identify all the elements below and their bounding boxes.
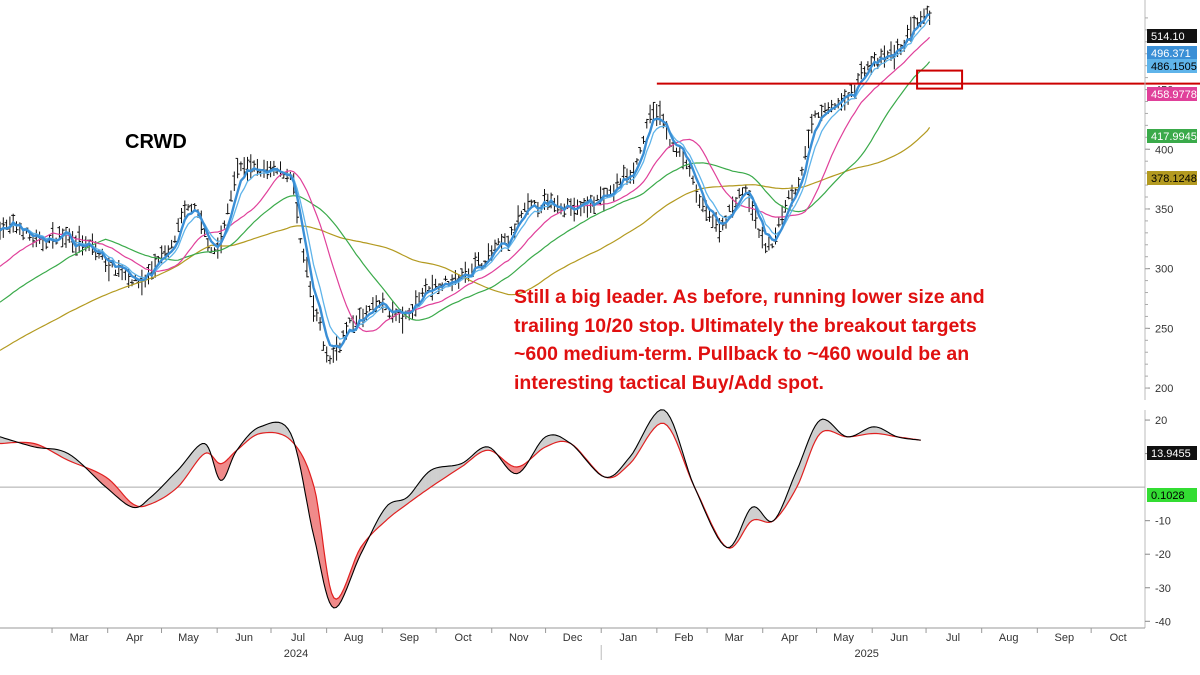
month-label: Sep <box>399 632 419 644</box>
year-label: 2025 <box>854 648 878 660</box>
month-label: Jan <box>619 632 637 644</box>
last-price-badge: 514.10 <box>1147 29 1197 43</box>
price-tick-label: 300 <box>1155 264 1173 276</box>
ma100-line <box>0 61 931 321</box>
svg-text:0.1028: 0.1028 <box>1151 490 1185 502</box>
ma50-badge: 458.9778 <box>1147 87 1197 101</box>
oscillator-fill-segment <box>278 421 283 435</box>
month-label: Oct <box>455 632 472 644</box>
svg-text:458.9778: 458.9778 <box>1151 89 1197 101</box>
oscillator-fill-segment <box>873 426 877 434</box>
month-label: Dec <box>563 632 583 644</box>
analysis-annotation: Still a big leader. As before, running l… <box>514 286 985 394</box>
ticker-label: CRWD <box>125 131 187 153</box>
oscillator-slow-line <box>0 422 921 600</box>
oscillator-fill-segment <box>751 506 755 522</box>
oscillator-fast-line <box>0 409 921 609</box>
svg-text:417.9945: 417.9945 <box>1151 131 1197 143</box>
month-label: Mar <box>725 632 744 644</box>
month-label: Apr <box>126 632 143 644</box>
oscillator-panel <box>0 409 1145 609</box>
ma10-badge: 496.371 <box>1147 46 1197 60</box>
value-badges: 514.10 496.371 486.1505 458.9778 417.994… <box>1147 29 1197 502</box>
oscillator-fill-segment <box>822 418 826 432</box>
price-tick-label: 400 <box>1155 144 1173 156</box>
osc-fast-badge: 13.9455 <box>1147 446 1197 460</box>
x-axis: Mar Apr May Jun Jul Aug Sep Oct Nov Dec Jan Feb Mar A… <box>51 628 1127 660</box>
oscillator-fill-segment <box>275 421 279 434</box>
oscillator-fill-segment <box>272 421 276 434</box>
svg-text:486.1505: 486.1505 <box>1151 61 1197 73</box>
osc-slow-badge: 0.1028 <box>1147 488 1197 502</box>
svg-text:13.9455: 13.9455 <box>1151 448 1191 460</box>
oscillator-fill-segment <box>427 469 431 490</box>
month-label: Mar <box>70 632 89 644</box>
month-label: Aug <box>999 632 1019 644</box>
osc-tick-label: -30 <box>1155 583 1171 595</box>
oscillator-fill-segment <box>754 506 757 521</box>
oscillator-fill-segment <box>871 426 875 434</box>
oscillator-fill-segment <box>660 409 665 424</box>
pullback-zone-box <box>916 69 964 90</box>
month-label: Apr <box>781 632 798 644</box>
month-label: Jul <box>946 632 960 644</box>
oscillator-fill-segment <box>545 435 549 448</box>
month-label: May <box>833 632 854 644</box>
price-tick-label: 250 <box>1155 323 1173 335</box>
osc-tick-label: -40 <box>1155 616 1171 628</box>
oscillator-fill-segment <box>433 467 437 486</box>
oscillator-fill-segment <box>268 422 273 433</box>
oscillator-fill-segment <box>547 434 551 447</box>
oscillator-fill-segment <box>430 468 434 488</box>
month-label: Jun <box>235 632 253 644</box>
month-label: Oct <box>1110 632 1127 644</box>
price-tick-label: 200 <box>1155 383 1173 395</box>
oscillator-fill-segment <box>513 466 518 475</box>
ma10-line <box>0 13 930 350</box>
ma20-badge: 486.1505 <box>1147 59 1197 73</box>
year-label: 2024 <box>284 648 308 660</box>
ma200-badge: 378.1248 <box>1147 171 1197 185</box>
osc-tick-label: 20 <box>1155 415 1167 427</box>
svg-text:496.371: 496.371 <box>1151 48 1191 60</box>
month-label: Jul <box>291 632 305 644</box>
month-label: Sep <box>1055 632 1075 644</box>
month-label: Nov <box>509 632 529 644</box>
svg-text:514.10: 514.10 <box>1151 31 1185 43</box>
osc-tick-label: -20 <box>1155 549 1171 561</box>
month-label: Feb <box>674 632 693 644</box>
price-panel <box>0 5 1200 365</box>
osc-tick-label: -10 <box>1155 516 1171 528</box>
month-label: May <box>178 632 199 644</box>
month-label: Jun <box>890 632 908 644</box>
ma100-badge: 417.9945 <box>1147 129 1197 143</box>
price-tick-label: 350 <box>1155 204 1173 216</box>
svg-text:378.1248: 378.1248 <box>1151 173 1197 185</box>
month-label: Aug <box>344 632 364 644</box>
